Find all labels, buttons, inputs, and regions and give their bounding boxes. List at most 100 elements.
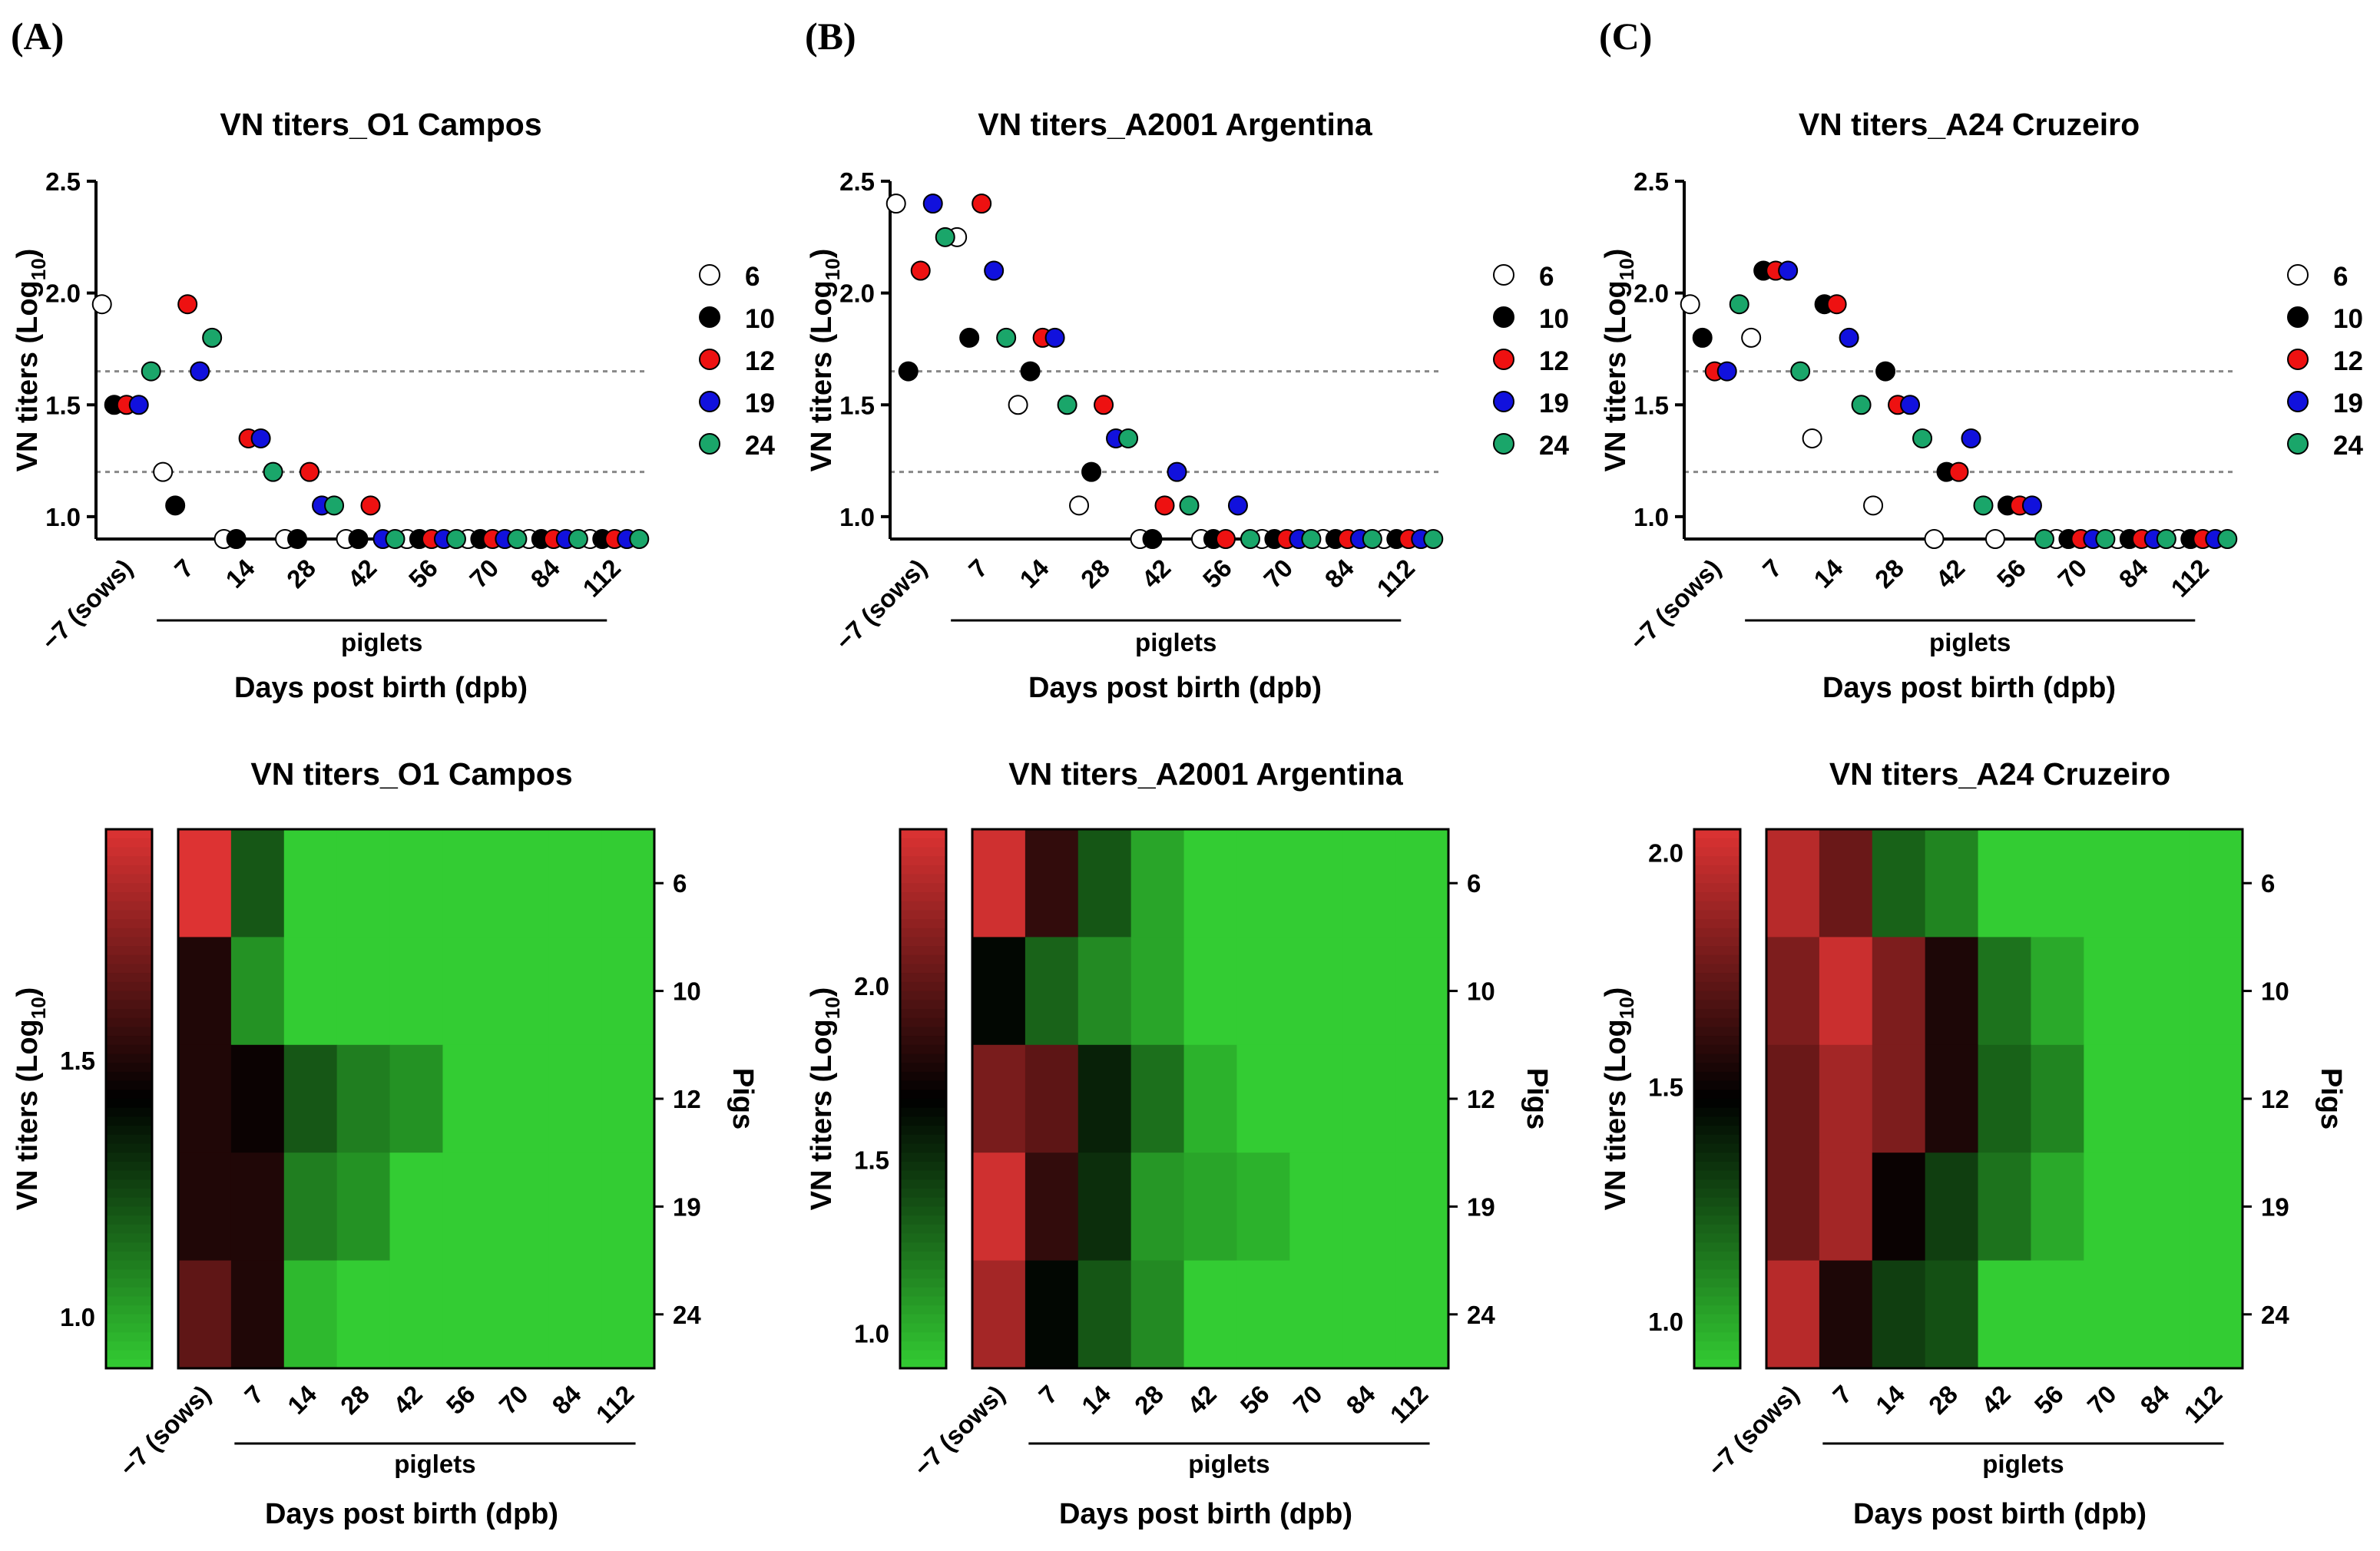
data-point-pig-19 [250,428,271,448]
data-point-pig-6 [1741,327,1762,348]
data-point-pig-24 [935,227,955,247]
heatmap-cell [1289,829,1343,938]
colorbar-segment [106,1332,152,1342]
heatmap-cell [442,937,496,1046]
colorbar-segment [106,1323,152,1334]
x-tick-label: 84 [525,553,566,594]
heatmap-cell [1183,1153,1238,1262]
colorbar-frame [899,828,948,1370]
data-point-pig-10 [959,327,980,348]
heatmap-cell [1819,1153,1873,1262]
colorbar-segment [1694,1179,1740,1189]
data-point-pig-6 [1680,294,1700,315]
colorbar-segment [1694,1134,1740,1145]
heatmap-cell [1819,829,1873,938]
colorbar-segment [106,1224,152,1235]
heatmap-cell [389,1153,444,1262]
heatmap-cell [1130,1153,1185,1262]
colorbar-segment [1694,1278,1740,1288]
x-tick-label: 84 [1319,553,1360,594]
x-tick-label: 70 [1288,1380,1328,1420]
y-axis-label: VN titers (Log10) [1600,249,1638,472]
x-tick-label: 7 [169,554,199,584]
data-point-pig-24 [1301,529,1322,549]
heatmap-cell [972,829,1026,938]
colorbar-segment [900,1359,946,1369]
data-point-pig-24 [1912,428,1933,448]
data-point-pig-10 [1020,361,1041,382]
heatmap-cell [1236,1153,1290,1262]
heatmap-cell [1395,1153,1449,1262]
colorbar-segment [1694,1116,1740,1127]
colorbar-segment [106,1287,152,1298]
heatmap-cell [1077,1153,1132,1262]
colorbar-segment [106,865,152,875]
data-point-pig-12 [300,461,320,482]
heatmap-cell [1872,1044,1926,1153]
colorbar-segment [1694,1251,1740,1262]
legend-label-19: 19 [745,389,775,418]
data-point-pig-10 [165,495,186,516]
heatmap-cell [601,1153,655,1262]
data-point-pig-10 [287,529,308,549]
pig-label: 19 [673,1192,701,1221]
x-tick-label: −7 (sows) [36,554,138,656]
heatmap-cell [230,937,285,1046]
data-point-pig-24 [1240,529,1260,549]
heatmap-cell [601,1044,655,1153]
heatmap-c: 1.0 1.5 2.0 VN titers (Log10) 6 10 12 19 24 Pigs −… [1600,828,2347,1530]
data-point-pig-19 [190,361,210,382]
heatmap-cell [1925,1260,1979,1369]
heatmap-cell [336,829,391,938]
colorbar-segment [1694,1233,1740,1244]
colorbar-segment [1694,1323,1740,1334]
heatmap-cell [442,1260,496,1369]
heatmap-cell [442,829,496,938]
colorbar-segment [106,1099,152,1109]
colorbar-segment [106,937,152,947]
heatmap-cell [389,937,444,1046]
data-point-pig-19 [1778,260,1799,281]
dot-chart-c: 1.0 1.5 2.0 2.5 −7 (sows) 7 14 28 42 56 70 84 112 pig… [1600,167,2238,704]
heatmap-cell [2190,1044,2243,1153]
colorbar-segment [106,883,152,893]
colorbar-segment [1694,1215,1740,1225]
x-tick-label: 56 [1197,554,1237,594]
heatmap-cell [336,1044,391,1153]
heatmap-cell [2190,1153,2243,1262]
heatmap-cell [1766,1153,1820,1262]
colorbar-segment [1694,1296,1740,1307]
colorbar-segment [1694,847,1740,858]
colorbar-segment [1694,1170,1740,1181]
colorbar-segment [900,1341,946,1351]
colorbar-segment [1694,1107,1740,1118]
legend-swatch-24 [2287,433,2309,455]
colorbar-segment [900,1036,946,1046]
heatmap-cell [1024,1260,1079,1369]
heatmap-cell [2031,1044,2084,1153]
data-point-pig-24 [2095,529,2116,549]
legend-label-6: 6 [745,262,760,292]
colorbar-segment [900,891,946,902]
piglets-label: piglets [1929,628,2011,656]
colorbar-segment [1694,829,1740,839]
heatmap-cell [230,1153,285,1262]
colorbar-segment [106,1341,152,1351]
x-tick-label: 70 [1258,554,1298,594]
colorbar-segment [1694,1036,1740,1046]
x-tick-label: −7 (sows) [1702,1380,1804,1482]
legend-swatch-19 [1493,391,1514,412]
legend-label-24: 24 [745,431,775,461]
colorbar-segment [900,1332,946,1342]
colorbar-segment [106,1197,152,1208]
data-point-pig-19 [922,193,943,214]
x-tick-label: 28 [1923,1380,1963,1420]
colorbar-segment [1694,910,1740,920]
heatmap-cell [2137,1044,2190,1153]
colorbar-segment [1694,1044,1740,1055]
colorbar-segment [900,1260,946,1271]
colorbar-segment [900,1071,946,1082]
colorbar-segment [1694,1099,1740,1109]
colorbar-segment [1694,990,1740,1001]
legend-label-6: 6 [1539,262,1554,292]
